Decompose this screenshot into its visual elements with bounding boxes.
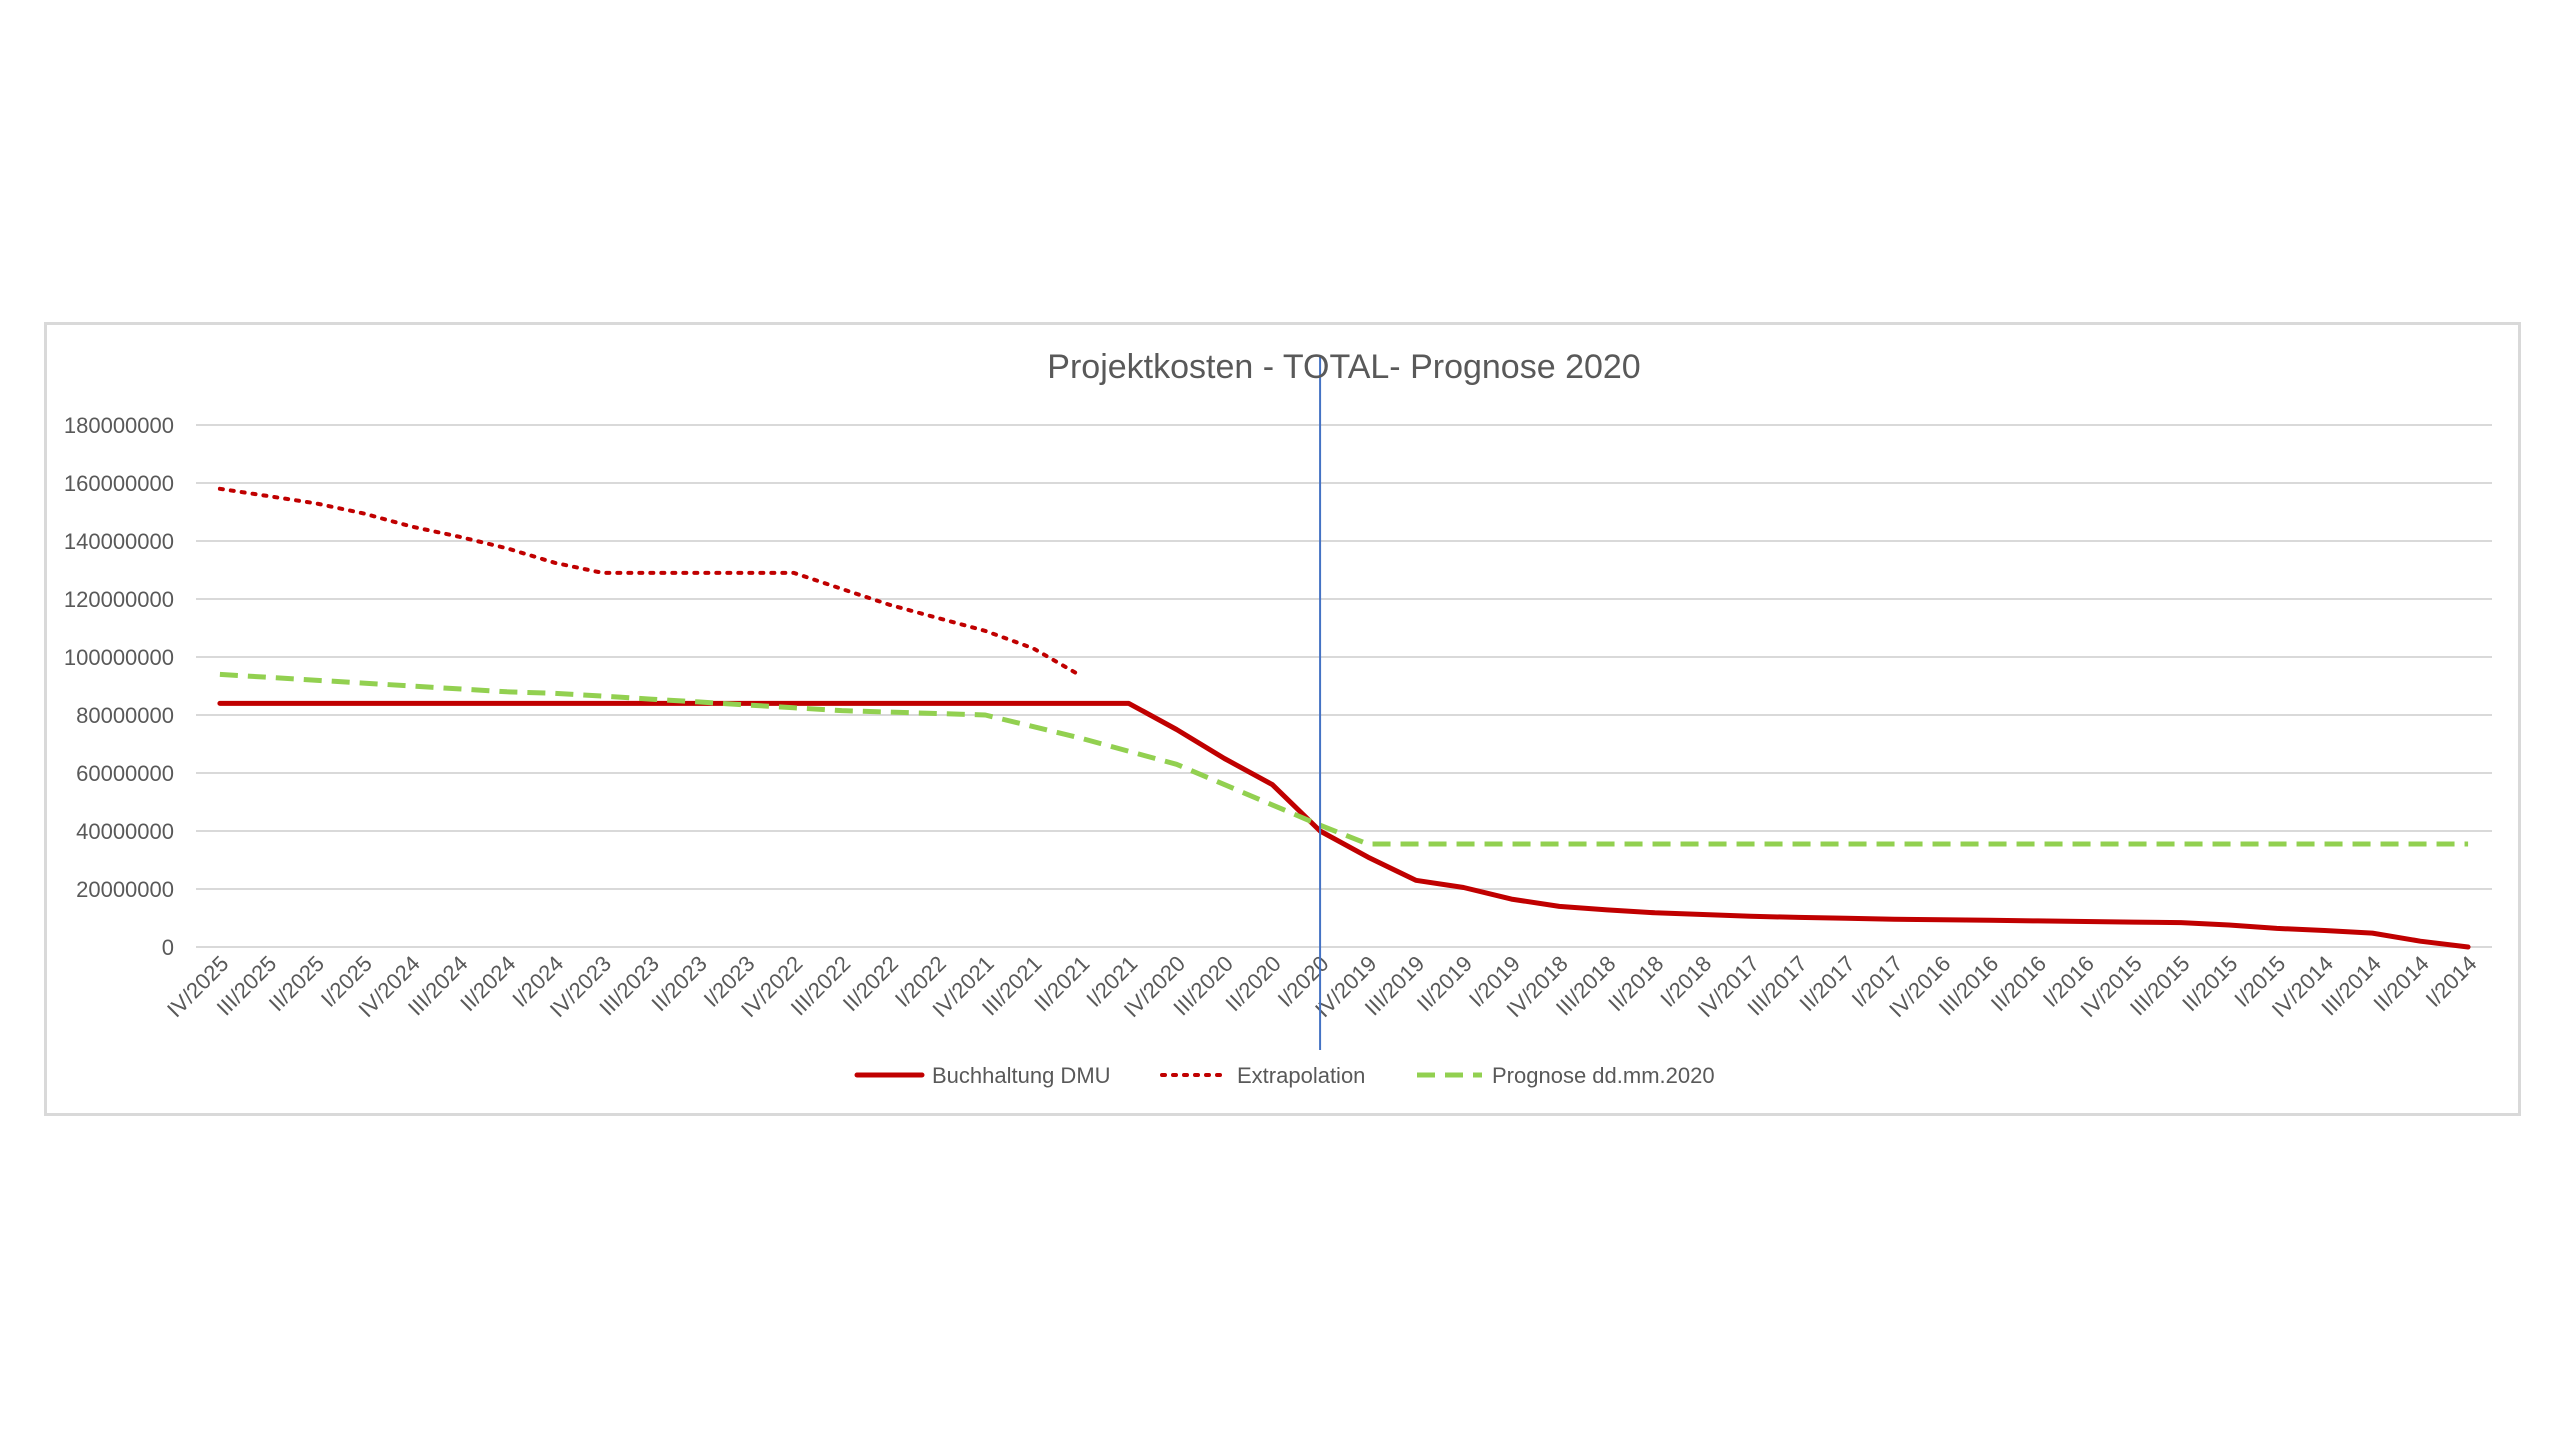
y-tick-label: 40000000 [76,819,174,844]
x-tick-label: II/2016 [1986,951,2051,1016]
y-tick-label: 120000000 [64,587,174,612]
legend-label: Prognose dd.mm.2020 [1492,1063,1715,1088]
x-tick-label: II/2015 [2177,951,2242,1016]
y-axis-ticks: 0 20000000 40000000 60000000 80000000 1000000… [64,413,174,960]
x-axis-ticks: IV/2025III/2025II/2025I/2025IV/2024III/2… [162,951,2481,1022]
y-tick-label: 80000000 [76,703,174,728]
x-tick-label: II/2020 [1221,951,1286,1016]
y-tick-label: 140000000 [64,529,174,554]
x-tick-label: II/2018 [1603,951,1668,1016]
y-tick-label: 0 [162,935,174,960]
x-tick-label: II/2024 [455,951,520,1016]
y-tick-label: 180000000 [64,413,174,438]
chart-frame: 0 20000000 40000000 60000000 80000000 1000000… [44,322,2521,1116]
chart-svg: 0 20000000 40000000 60000000 80000000 1000000… [64,348,2492,1088]
x-tick-label: II/2023 [647,951,712,1016]
series-layer [217,486,2471,950]
series-line-1 [217,700,2471,950]
x-tick-label: II/2019 [1412,951,1477,1016]
legend-label: Buchhaltung DMU [932,1063,1111,1088]
y-tick-label: 60000000 [76,761,174,786]
x-tick-label: I/2014 [2421,951,2482,1012]
y-tick-label: 100000000 [64,645,174,670]
legend-label: Extrapolation [1237,1063,1365,1088]
x-tick-label: II/2017 [1795,951,1860,1016]
chart-title: Projektkosten - TOTAL- Prognose 2020 [1047,348,1640,386]
x-tick-label: II/2022 [838,951,903,1016]
x-tick-label: II/2021 [1029,951,1094,1016]
y-tick-label: 160000000 [64,471,174,496]
grid-layer [196,424,2492,948]
x-tick-label: II/2025 [264,951,329,1016]
legend: Buchhaltung DMU Extrapolation Prognose dd.… [854,1063,1715,1088]
series-line-3 [219,671,2469,847]
y-tick-label: 20000000 [76,877,174,902]
series-line-2 [217,486,1083,678]
x-tick-label: II/2014 [2369,951,2434,1016]
